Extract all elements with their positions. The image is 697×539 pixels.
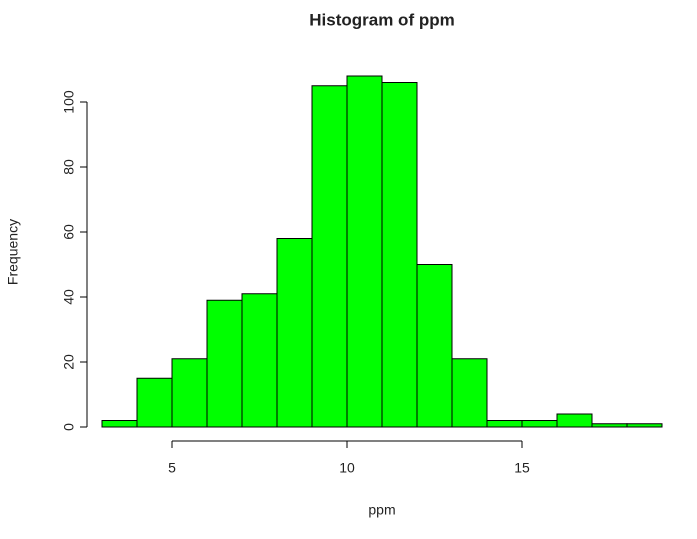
x-tick-label: 10 (339, 460, 355, 476)
bar (136, 377, 173, 428)
y-tick-label: 20 (61, 354, 77, 370)
bar (381, 82, 418, 428)
bar (311, 85, 348, 428)
bar (556, 413, 593, 428)
bar (626, 423, 663, 428)
y-tick-label: 80 (61, 159, 77, 175)
y-tick-label: 40 (61, 289, 77, 305)
y-tick-label: 100 (61, 90, 77, 114)
bar (171, 358, 208, 428)
bar (241, 293, 278, 428)
bar (416, 264, 453, 428)
bar (486, 420, 523, 428)
bar (521, 420, 558, 428)
chart-title: Histogram of ppm (309, 10, 454, 29)
x-tick-label: 15 (514, 460, 530, 476)
y-tick-label: 0 (61, 423, 77, 431)
y-axis-label: Frequency (5, 219, 21, 285)
x-axis-label: ppm (368, 502, 395, 518)
y-tick-label: 60 (61, 224, 77, 240)
x-tick-label: 5 (168, 460, 176, 476)
bar (346, 75, 383, 428)
bar (206, 299, 243, 428)
bar (276, 238, 313, 428)
bar (101, 420, 138, 428)
bar (451, 358, 488, 428)
bar (591, 423, 628, 428)
